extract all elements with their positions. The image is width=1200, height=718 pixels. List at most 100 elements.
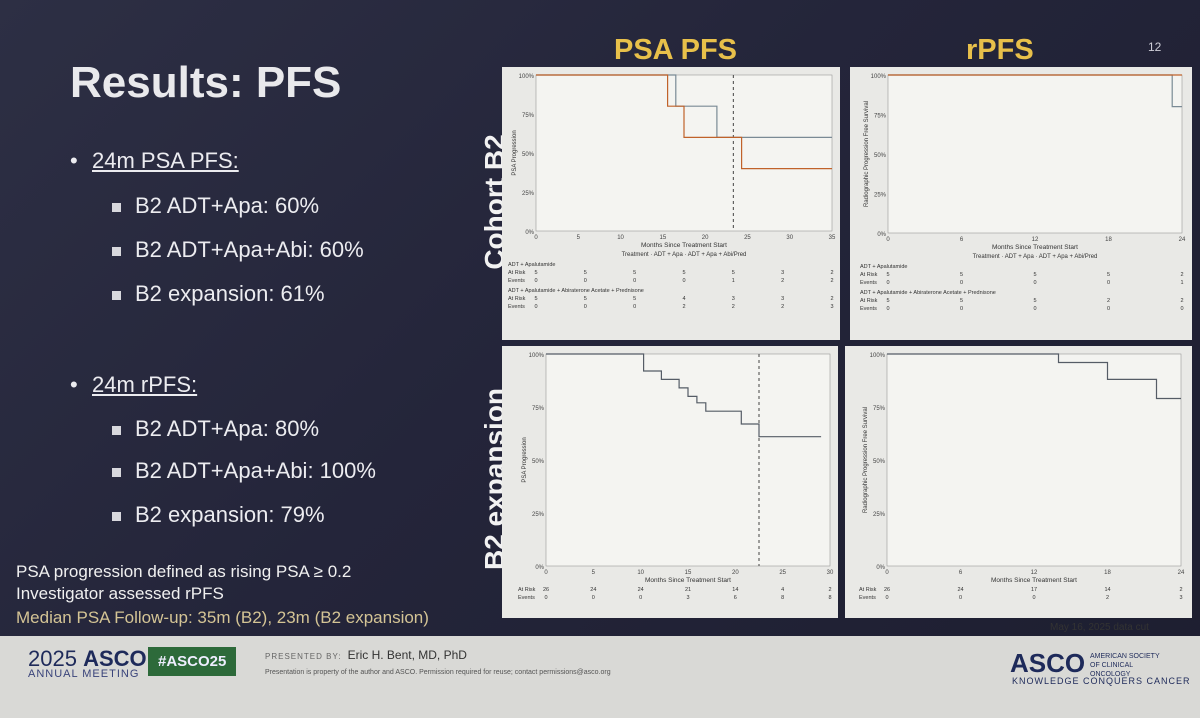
at-risk-value: 5 [732, 270, 735, 276]
events-value: 8 [828, 595, 831, 601]
panel-rpfs-exp: 0% 25% 50% 75% 100% 0 6 12 18 24 Months Since Trea… [845, 346, 1192, 618]
events-value: 0 [960, 306, 963, 312]
events-value: 0 [1033, 306, 1036, 312]
x-axis-label: Months Since Treatment Start [992, 244, 1078, 251]
events-value: 0 [1180, 306, 1183, 312]
events-value: 2 [732, 304, 735, 310]
y-tick-label: 75% [874, 114, 887, 120]
events-value: 0 [633, 278, 636, 284]
events-value: 0 [633, 304, 636, 310]
x-tick-label: 24 [1179, 237, 1186, 243]
psa-item: B2 ADT+Apa: 60% [112, 193, 319, 219]
y-tick-label: 50% [532, 459, 545, 465]
disclaimer: Presentation is property of the author a… [265, 669, 611, 676]
asco-tagline: KNOWLEDGE CONQUERS CANCER [1012, 676, 1191, 686]
events-value: 0 [1033, 280, 1036, 286]
slide-title: Results: PFS [70, 58, 342, 107]
hashtag-badge: #ASCO25 [148, 647, 237, 676]
y-tick-label: 25% [873, 512, 886, 518]
legend: Treatment · ADT + Apa · ADT + Apa + Abi/… [622, 252, 747, 258]
at-risk-value: 5 [682, 270, 685, 276]
events-value: 0 [959, 595, 962, 601]
y-tick-label: 100% [871, 74, 887, 80]
x-tick-label: 10 [617, 235, 624, 241]
x-tick-label: 6 [959, 570, 963, 576]
risk-row-label: Events [508, 304, 525, 310]
events-value: 3 [686, 595, 689, 601]
at-risk-value: 14 [1104, 587, 1110, 593]
events-value: 2 [781, 278, 784, 284]
rpfs-heading: • 24m rPFS: [70, 372, 198, 397]
risk-group-label: ADT + Apalutamide + Abiraterone Acetate … [860, 290, 996, 296]
events-value: 1 [1180, 280, 1183, 286]
y-tick-label: 25% [874, 193, 887, 199]
meeting-logo-sub: ANNUAL MEETING [28, 668, 140, 680]
at-risk-value: 4 [682, 296, 685, 302]
y-axis-label: PSA Progression [522, 437, 528, 482]
at-risk-value: 2 [830, 296, 833, 302]
events-value: 1 [732, 278, 735, 284]
risk-row-label: Events [860, 306, 877, 312]
x-tick-label: 0 [886, 237, 890, 243]
y-tick-label: 0% [876, 565, 885, 571]
at-risk-value: 5 [1107, 272, 1110, 278]
data-cut-note: May 16, 2025 data cut [1050, 622, 1149, 633]
at-risk-value: 24 [957, 587, 963, 593]
y-tick-label: 0% [877, 232, 886, 238]
at-risk-value: 2 [1179, 587, 1182, 593]
x-tick-label: 30 [786, 235, 793, 241]
at-risk-value: 3 [781, 296, 784, 302]
col-header-rpfs: rPFS [966, 34, 1034, 66]
events-value: 0 [584, 278, 587, 284]
at-risk-value: 5 [886, 298, 889, 304]
risk-row-label: At Risk [859, 587, 877, 593]
risk-group-label: ADT + Apalutamide [508, 262, 555, 268]
km-series-line [536, 74, 832, 170]
risk-row-label: Events [518, 595, 535, 601]
x-tick-label: 10 [637, 570, 644, 576]
x-tick-label: 30 [827, 570, 834, 576]
events-value: 0 [1107, 280, 1110, 286]
risk-row-label: At Risk [508, 270, 526, 276]
at-risk-value: 2 [828, 587, 831, 593]
x-tick-label: 24 [1178, 570, 1185, 576]
at-risk-value: 5 [534, 296, 537, 302]
events-value: 0 [534, 278, 537, 284]
legend: Treatment · ADT + Apa · ADT + Apa + Abi/… [973, 254, 1098, 260]
psa-item: B2 expansion: 61% [112, 281, 325, 307]
events-value: 0 [534, 304, 537, 310]
asco-logo: ASCO [1010, 648, 1086, 678]
y-tick-label: 100% [870, 353, 886, 359]
risk-row-label: Events [860, 280, 877, 286]
at-risk-value: 2 [1180, 298, 1183, 304]
x-tick-label: 18 [1104, 570, 1111, 576]
at-risk-value: 5 [960, 272, 963, 278]
risk-row-label: Events [859, 595, 876, 601]
x-tick-label: 12 [1032, 237, 1039, 243]
x-tick-label: 5 [592, 570, 596, 576]
events-value: 0 [592, 595, 595, 601]
x-tick-label: 25 [779, 570, 786, 576]
y-tick-label: 25% [522, 191, 535, 197]
x-tick-label: 18 [1105, 237, 1112, 243]
x-tick-label: 6 [960, 237, 964, 243]
x-tick-label: 0 [534, 235, 538, 241]
at-risk-value: 3 [732, 296, 735, 302]
events-value: 8 [781, 595, 784, 601]
x-axis-label: Months Since Treatment Start [641, 242, 727, 249]
at-risk-value: 5 [960, 298, 963, 304]
y-tick-label: 50% [873, 459, 886, 465]
x-axis-label: Months Since Treatment Start [645, 577, 731, 584]
at-risk-value: 5 [584, 296, 587, 302]
plot-area [545, 353, 831, 567]
note-rpfs-assessment: Investigator assessed rPFS [16, 584, 224, 603]
at-risk-value: 26 [884, 587, 890, 593]
at-risk-value: 3 [781, 270, 784, 276]
x-tick-label: 15 [660, 235, 667, 241]
x-tick-label: 0 [544, 570, 548, 576]
events-value: 3 [830, 304, 833, 310]
x-tick-label: 0 [885, 570, 889, 576]
at-risk-value: 24 [590, 587, 596, 593]
at-risk-value: 5 [886, 272, 889, 278]
